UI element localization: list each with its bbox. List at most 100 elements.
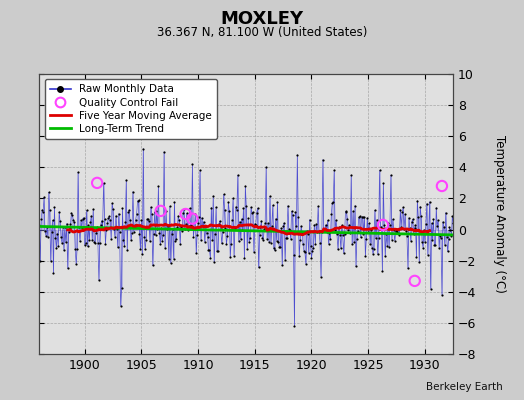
- Point: [117, 284, 126, 291]
- Point: [148, 211, 156, 217]
- Point: [349, 208, 357, 214]
- Point: [234, 172, 242, 178]
- Point: [124, 209, 133, 216]
- Point: [330, 167, 339, 174]
- Point: [175, 217, 183, 224]
- Point: [76, 238, 84, 245]
- Point: [283, 235, 291, 242]
- Point: [292, 222, 301, 229]
- Point: [154, 183, 162, 190]
- Point: [442, 210, 450, 216]
- Point: [181, 226, 189, 232]
- Point: [243, 246, 252, 252]
- Point: [176, 240, 184, 247]
- Point: [422, 221, 430, 227]
- Point: [355, 214, 363, 220]
- Point: [334, 246, 342, 252]
- Point: [67, 210, 75, 216]
- Point: [430, 241, 439, 248]
- Point: [311, 240, 320, 247]
- Point: [353, 236, 361, 242]
- Point: [72, 261, 80, 268]
- Point: [340, 250, 348, 256]
- Point: [374, 251, 382, 258]
- Point: [326, 236, 335, 242]
- Point: [288, 208, 296, 214]
- Point: [303, 231, 312, 238]
- Point: [369, 250, 377, 257]
- Point: [121, 218, 129, 225]
- Point: [301, 248, 309, 255]
- Point: [299, 241, 307, 248]
- Point: [103, 220, 112, 226]
- Point: [329, 198, 337, 205]
- Point: [290, 323, 299, 329]
- Point: [111, 234, 119, 240]
- Point: [279, 223, 287, 229]
- Point: [215, 218, 224, 224]
- Point: [418, 238, 426, 245]
- Point: [168, 230, 176, 237]
- Point: [115, 228, 124, 235]
- Point: [337, 222, 346, 228]
- Point: [261, 220, 269, 226]
- Point: [81, 240, 90, 246]
- Point: [435, 244, 443, 251]
- Point: [428, 220, 436, 226]
- Point: [89, 206, 97, 212]
- Point: [269, 202, 277, 209]
- Point: [258, 235, 267, 242]
- Point: [396, 207, 405, 213]
- Point: [312, 221, 320, 227]
- Point: [421, 239, 429, 245]
- Point: [120, 243, 128, 250]
- Point: [443, 248, 452, 255]
- Point: [37, 216, 46, 222]
- Point: [49, 270, 58, 276]
- Point: [208, 237, 216, 244]
- Point: [344, 227, 353, 233]
- Point: [237, 216, 246, 222]
- Point: [276, 244, 285, 250]
- Point: [352, 263, 360, 270]
- Point: [427, 286, 435, 292]
- Point: [293, 152, 301, 158]
- Point: [87, 213, 95, 219]
- Point: [369, 246, 378, 252]
- Point: [150, 209, 159, 215]
- Point: [161, 244, 169, 251]
- Point: [112, 212, 120, 219]
- Point: [177, 224, 185, 230]
- Point: [270, 247, 279, 254]
- Point: [336, 232, 344, 238]
- Point: [224, 199, 233, 205]
- Point: [230, 252, 238, 259]
- Point: [314, 203, 322, 210]
- Point: [271, 216, 280, 222]
- Point: [200, 218, 208, 225]
- Point: [289, 252, 298, 258]
- Point: [389, 216, 397, 223]
- Point: [92, 230, 100, 237]
- Point: [140, 234, 148, 240]
- Point: [411, 222, 420, 228]
- Legend: Raw Monthly Data, Quality Control Fail, Five Year Moving Average, Long-Term Tren: Raw Monthly Data, Quality Control Fail, …: [45, 79, 217, 139]
- Point: [93, 180, 101, 186]
- Point: [141, 246, 149, 253]
- Point: [346, 230, 354, 236]
- Point: [440, 224, 448, 230]
- Point: [305, 216, 314, 223]
- Point: [407, 238, 415, 244]
- Point: [202, 230, 211, 237]
- Point: [278, 262, 287, 268]
- Point: [249, 209, 257, 215]
- Point: [363, 214, 372, 221]
- Point: [85, 236, 94, 243]
- Point: [316, 240, 324, 246]
- Point: [235, 218, 244, 225]
- Point: [403, 233, 411, 239]
- Point: [46, 207, 54, 213]
- Point: [63, 265, 72, 272]
- Point: [187, 221, 195, 228]
- Point: [288, 212, 297, 218]
